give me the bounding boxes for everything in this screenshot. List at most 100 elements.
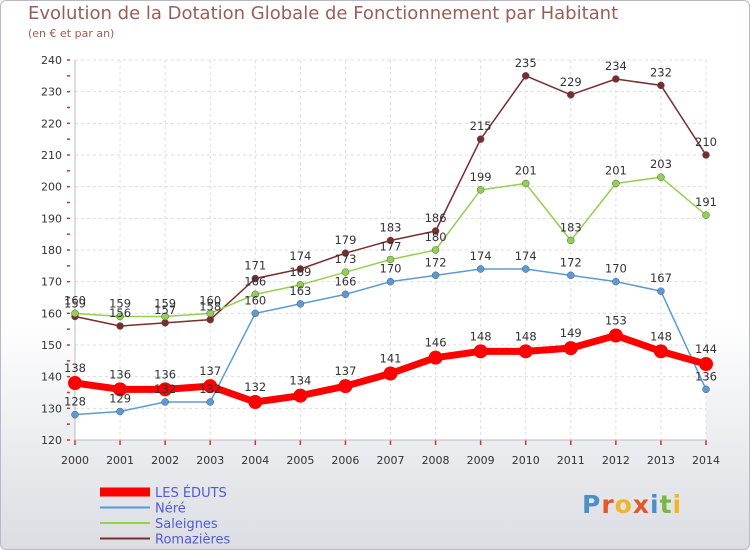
data-label: 173 [334, 252, 356, 266]
data-point [251, 309, 260, 318]
data-point [612, 75, 620, 83]
data-point [386, 255, 395, 264]
legend-label: Romazières [155, 533, 231, 548]
y-tick-label: 180 [41, 244, 62, 257]
data-label: 160 [244, 293, 266, 307]
data-point [657, 81, 665, 90]
data-label: 183 [380, 221, 402, 235]
data-label: 129 [109, 392, 131, 406]
logo-letter: t [659, 490, 673, 519]
data-point [702, 211, 710, 219]
data-label: 159 [154, 297, 176, 311]
x-tick-label: 2000 [61, 454, 89, 467]
data-label: 144 [695, 342, 717, 356]
data-label: 210 [695, 135, 717, 149]
data-label: 179 [334, 233, 356, 247]
data-label: 229 [560, 75, 582, 89]
data-point [521, 72, 530, 80]
data-point [206, 309, 214, 318]
data-point [161, 319, 169, 327]
data-label: 215 [470, 119, 492, 133]
data-point [518, 344, 533, 359]
data-label: 132 [154, 382, 176, 396]
data-point [296, 300, 305, 308]
y-tick-label: 240 [41, 54, 62, 67]
data-point [248, 395, 263, 409]
data-label: 235 [515, 56, 537, 70]
y-tick-label: 230 [41, 86, 62, 99]
data-point [116, 407, 124, 416]
data-point [338, 379, 353, 394]
data-point [161, 312, 169, 321]
data-label: 183 [560, 221, 582, 235]
x-tick-label: 2004 [241, 454, 269, 467]
logo-letter: i [672, 490, 683, 519]
data-label: 172 [425, 255, 447, 269]
data-label: 166 [334, 274, 356, 288]
chart-title: Evolution de la Dotation Globale de Fonc… [28, 3, 619, 24]
data-point [386, 236, 395, 245]
data-point [657, 173, 665, 181]
data-point [567, 91, 575, 99]
data-point [341, 249, 350, 257]
data-point [71, 410, 79, 419]
y-tick-label: 120 [41, 434, 62, 447]
data-label: 170 [380, 262, 402, 276]
logo-letter: r [601, 490, 615, 519]
data-label: 174 [289, 249, 311, 263]
data-label: 174 [515, 249, 537, 263]
data-label: 157 [154, 303, 176, 317]
data-label: 153 [605, 314, 627, 328]
data-label: 148 [470, 329, 492, 343]
data-label: 141 [380, 352, 402, 366]
legend-label: LES ÉDUTS [155, 485, 227, 501]
y-tick-label: 200 [41, 181, 62, 194]
legend-label: Néré [155, 502, 186, 517]
x-tick-label: 2005 [286, 454, 314, 467]
data-label: 159 [64, 297, 86, 311]
data-label: 137 [199, 364, 221, 378]
proxiti-logo: Proxiti [582, 490, 682, 519]
data-point [612, 277, 620, 286]
data-point [702, 151, 710, 159]
data-point [206, 398, 214, 406]
data-label: 163 [289, 284, 311, 298]
data-label: 159 [109, 297, 131, 311]
data-label: 203 [650, 157, 672, 171]
data-point [431, 227, 440, 235]
data-point [251, 274, 260, 283]
data-point [476, 135, 485, 143]
data-label: 170 [605, 262, 627, 276]
logo-letter: x [632, 490, 650, 519]
data-point [431, 246, 440, 254]
data-point [158, 382, 173, 397]
data-label: 191 [695, 195, 717, 209]
y-tick-label: 210 [41, 149, 62, 162]
data-label: 167 [650, 271, 672, 285]
data-label: 138 [64, 361, 86, 375]
data-point [341, 268, 350, 276]
data-point [702, 385, 710, 394]
x-tick-label: 2008 [422, 454, 450, 467]
data-point [567, 236, 575, 245]
y-tick-label: 220 [41, 117, 62, 130]
data-point [341, 290, 350, 299]
y-tick-label: 190 [41, 212, 62, 225]
legend-label: Saleignes [155, 517, 218, 532]
x-tick-label: 2009 [467, 454, 495, 467]
x-tick-label: 2011 [557, 454, 585, 467]
data-label: 146 [425, 336, 447, 350]
data-point [653, 344, 668, 359]
data-point [113, 382, 128, 397]
data-label: 171 [244, 259, 266, 273]
data-point [383, 366, 398, 381]
data-label: 148 [515, 329, 537, 343]
data-point [476, 186, 485, 194]
data-label: 132 [199, 382, 221, 396]
data-label: 160 [199, 293, 221, 307]
data-label: 132 [244, 380, 266, 394]
data-label: 177 [380, 240, 402, 254]
data-point [293, 388, 308, 403]
data-point [608, 328, 623, 343]
